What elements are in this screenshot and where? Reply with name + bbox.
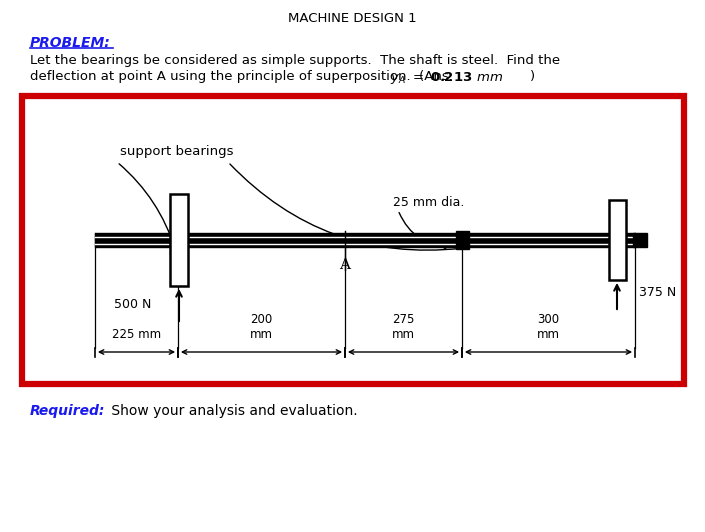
Text: A: A [340, 258, 350, 272]
Text: Show your analysis and evaluation.: Show your analysis and evaluation. [107, 404, 357, 418]
Text: 300
mm: 300 mm [537, 313, 560, 341]
Text: ): ) [530, 70, 535, 83]
Bar [22, 96, 684, 384]
Text: 275
mm: 275 mm [392, 313, 415, 341]
Bar [455, 231, 469, 249]
Text: 375 N: 375 N [639, 286, 676, 298]
Text: MACHINE DESIGN 1: MACHINE DESIGN 1 [288, 12, 417, 25]
Bar [633, 233, 647, 247]
Text: 200
mm: 200 mm [250, 313, 273, 341]
Text: 500 N: 500 N [114, 297, 151, 311]
Text: support bearings: support bearings [120, 145, 233, 159]
Bar [608, 200, 625, 280]
Bar [170, 226, 186, 254]
Text: deflection at point A using the principle of superposition.  (Ans.: deflection at point A using the principl… [30, 70, 457, 83]
Text: 25 mm dia.: 25 mm dia. [393, 195, 465, 209]
Text: $\mathit{y}_{A}$ $=$ 0.213 $\mathit{mm}$: $\mathit{y}_{A}$ $=$ 0.213 $\mathit{mm}$ [390, 70, 503, 86]
Text: PROBLEM:: PROBLEM: [30, 36, 111, 50]
Text: 225 mm: 225 mm [112, 328, 161, 341]
Bar [170, 194, 188, 286]
Text: Let the bearings be considered as simple supports.  The shaft is steel.  Find th: Let the bearings be considered as simple… [30, 54, 560, 67]
Text: Required:: Required: [30, 404, 105, 418]
Bar [95, 233, 635, 247]
